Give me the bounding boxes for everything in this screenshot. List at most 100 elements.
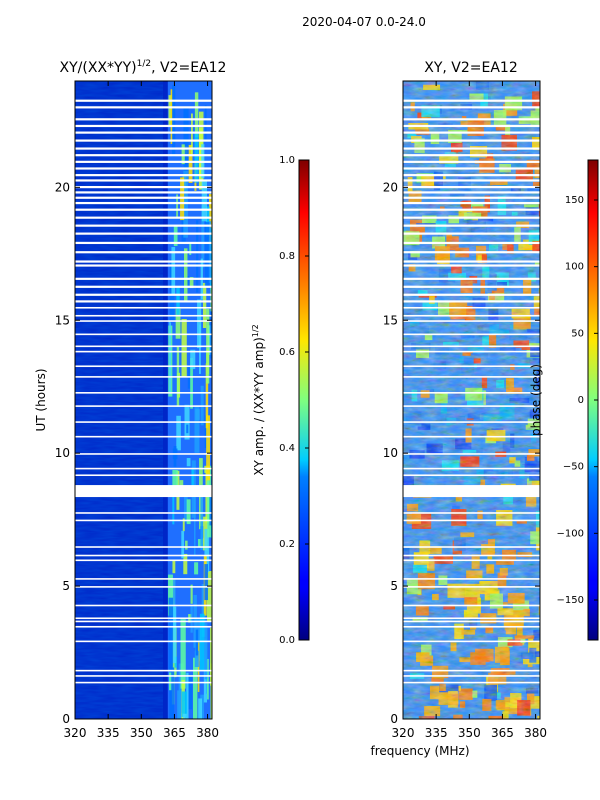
flagged-row	[403, 485, 540, 494]
band-streak	[191, 113, 193, 155]
colorbar-tick-label: 0.0	[279, 635, 295, 646]
flagged-row	[75, 139, 212, 142]
band-streak	[171, 247, 176, 296]
flagged-row	[75, 300, 212, 303]
flagged-row	[403, 232, 540, 235]
flagged-row	[403, 519, 540, 522]
band-streak	[199, 613, 205, 671]
colorbar-tick-label: 0.8	[279, 251, 295, 262]
flagged-row	[403, 333, 540, 336]
flagged-row	[75, 512, 212, 514]
band-streak	[189, 243, 192, 255]
flagged-row	[75, 421, 212, 423]
band-streak	[199, 324, 201, 374]
flagged-row	[403, 154, 540, 157]
band-streak	[194, 405, 200, 453]
flagged-row	[403, 617, 540, 620]
x-axis-label: frequency (MHz)	[370, 744, 469, 758]
flagged-row	[403, 604, 540, 607]
band-streak	[209, 496, 212, 526]
flagged-row	[75, 201, 212, 205]
band-streak	[183, 553, 188, 575]
band-streak	[168, 574, 173, 616]
right-colorbar: −150 −100 −50 0 50 100 150	[557, 159, 599, 641]
band-streak	[203, 659, 207, 703]
band-streak	[204, 222, 210, 286]
flagged-row	[75, 467, 212, 470]
flagged-row	[403, 118, 540, 121]
flagged-row	[75, 124, 212, 128]
flagged-row	[403, 546, 540, 548]
band-streak	[207, 465, 212, 538]
flagged-row	[75, 559, 212, 562]
band-streak	[190, 584, 193, 604]
right-flagged-rows	[403, 99, 540, 684]
flagged-row	[75, 191, 212, 194]
colorbar-tick-label: 0	[578, 395, 584, 406]
band-streak	[202, 282, 207, 329]
left-panel: XY/(XX*YY)1/2, V2=EA12 320 335 350 365 380 0…	[34, 59, 226, 740]
colorbar-tick-label: 150	[565, 195, 584, 206]
band-streak	[181, 691, 187, 717]
flagged-row	[403, 99, 540, 102]
flagged-row	[75, 453, 212, 455]
band-streak	[197, 299, 202, 349]
right-x-tick-label: 350	[458, 726, 481, 740]
band-streak	[201, 179, 207, 222]
right-x-tick-label: 320	[392, 726, 415, 740]
flagged-row	[75, 174, 212, 177]
flagged-row	[403, 365, 540, 368]
left-x-tick-label: 380	[196, 726, 219, 740]
band-streak	[186, 458, 191, 467]
flagged-row	[403, 345, 540, 348]
band-streak	[179, 480, 184, 487]
flagged-row	[403, 620, 540, 623]
band-streak	[186, 672, 189, 719]
band-streak	[177, 690, 182, 719]
flagged-row	[403, 314, 540, 317]
flagged-row	[75, 350, 212, 353]
band-streak	[198, 128, 203, 190]
flagged-row	[75, 285, 212, 288]
band-streak	[172, 469, 178, 486]
flagged-row	[403, 186, 540, 189]
flagged-row	[75, 320, 212, 322]
flagged-row	[403, 554, 540, 557]
flagged-row	[403, 320, 540, 322]
left-flagged-rows	[75, 99, 212, 684]
flagged-row	[403, 201, 540, 205]
flagged-row	[75, 675, 212, 677]
flagged-row	[403, 191, 540, 194]
flagged-row	[403, 306, 540, 309]
flagged-row	[75, 314, 212, 317]
band-streak	[172, 560, 176, 574]
band-streak	[190, 357, 193, 409]
band-streak	[191, 469, 194, 485]
flagged-row	[75, 264, 212, 267]
colorbar-tick-label: 0.4	[279, 443, 295, 454]
flagged-row	[75, 640, 212, 643]
band-streak	[181, 319, 187, 378]
left-plot-frame	[74, 80, 213, 720]
flagged-row	[403, 681, 540, 684]
flagged-row	[403, 474, 540, 477]
band-streak	[183, 166, 188, 238]
band-streak	[176, 194, 178, 218]
flagged-row	[75, 345, 212, 348]
flagged-row	[403, 669, 540, 672]
colorbar-tick-label: 0.2	[279, 539, 295, 550]
flagged-row	[75, 578, 212, 580]
band-streak	[194, 132, 199, 183]
right-x-tick-label: 335	[425, 726, 448, 740]
flagged-row	[75, 604, 212, 607]
flagged-row	[403, 392, 540, 394]
flagged-row	[75, 106, 212, 109]
right-heatmap-noise	[403, 81, 540, 719]
right-y-tick-label: 15	[383, 313, 398, 327]
band-streak	[206, 206, 210, 237]
band-streak	[182, 713, 187, 719]
band-streak	[185, 540, 188, 550]
flagged-row	[403, 467, 540, 470]
band-streak	[200, 694, 204, 719]
band-streak	[173, 225, 178, 247]
